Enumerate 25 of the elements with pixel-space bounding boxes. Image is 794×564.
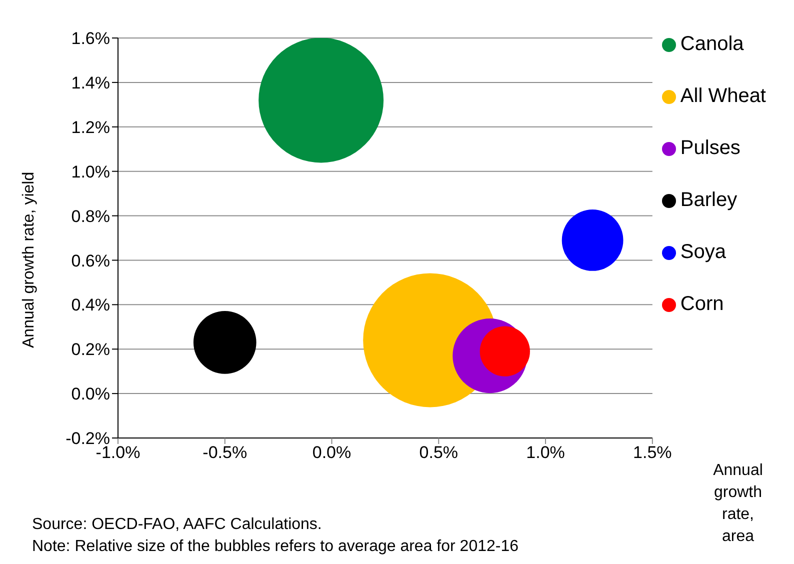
source-note: Source: OECD-FAO, AAFC Calculations. — [32, 515, 323, 535]
text: Note: Relative size of the bubbles refers to average area for 2012-16 — [32, 537, 519, 557]
legend-label: All Wheat — [680, 85, 766, 107]
legend-label: Barley — [680, 189, 738, 211]
y-tick-label: 1.0% — [71, 162, 110, 182]
y-tick-label: 0.0% — [71, 384, 110, 404]
y-tick-label: 0.8% — [71, 206, 110, 226]
x-tick-label: 0.0% — [312, 443, 352, 462]
x-tick-label: 1.0% — [526, 443, 565, 462]
y-tick-label: 0.2% — [71, 340, 110, 360]
x-tick-label: -1.0% — [96, 443, 140, 462]
legend-label: Canola — [680, 33, 744, 55]
legend-label: Pulses — [680, 137, 740, 159]
y-tick-label: 1.4% — [71, 73, 110, 92]
y-tick-label: 1.6% — [71, 29, 110, 48]
x-tick-label: 0.5% — [419, 443, 458, 462]
y-tick-label: 0.6% — [71, 251, 110, 270]
y-axis-title: Annual growth rate, yield — [20, 172, 38, 348]
x-tick-label: 1.5% — [633, 443, 672, 462]
x-tick-label: -0.5% — [202, 443, 248, 462]
x-axis-title: Annual growth rate, area — [712, 461, 764, 547]
y-tick-label: 1.2% — [71, 118, 110, 137]
y-tick-label: 0.4% — [71, 296, 110, 315]
legend-label: Corn — [680, 293, 724, 315]
legend-label: Soya — [680, 241, 726, 263]
